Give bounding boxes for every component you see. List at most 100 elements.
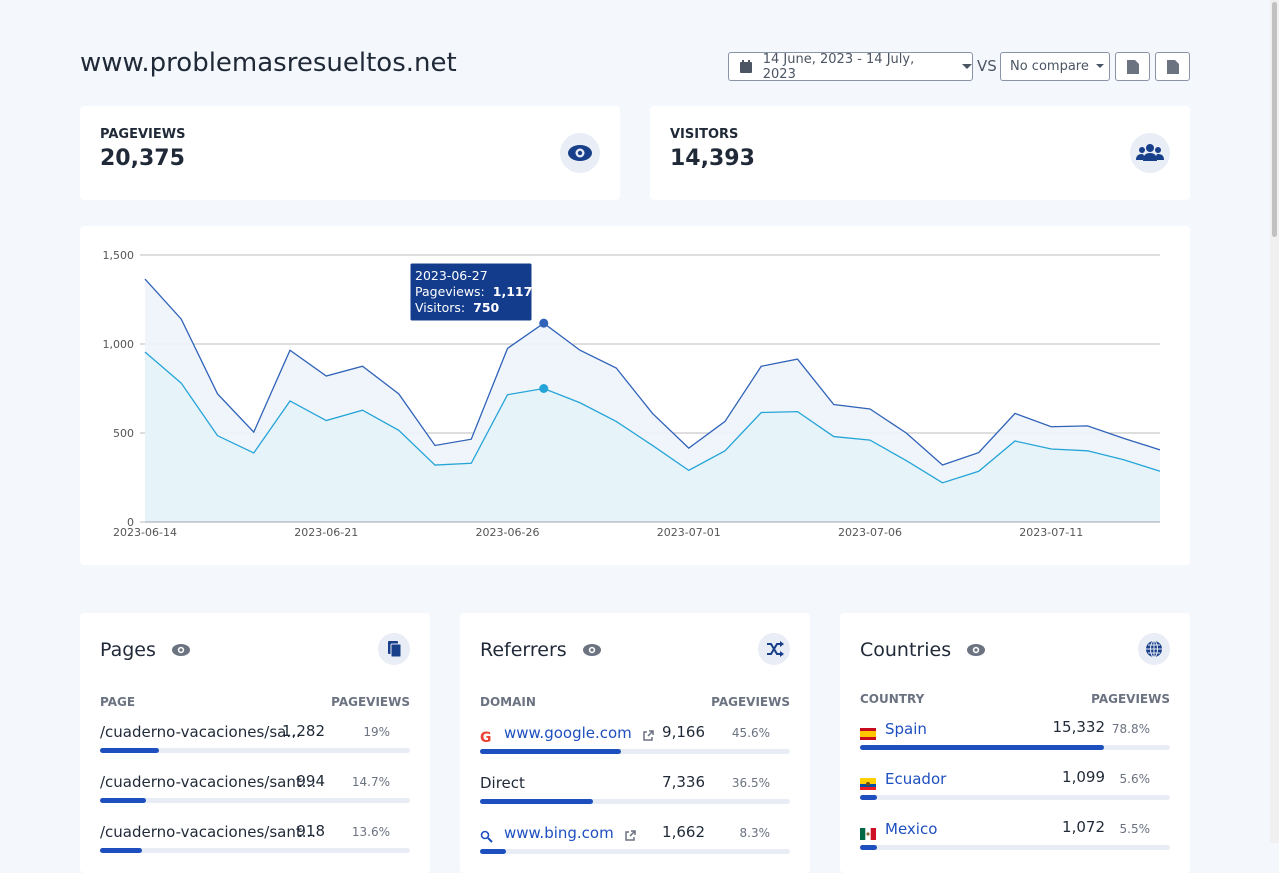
calendar-icon (740, 59, 752, 73)
tooltip-value: 1,117 (493, 284, 533, 299)
tooltip-label: Pageviews: (415, 284, 485, 299)
eye-icon (582, 642, 602, 661)
column-header: COUNTRY (860, 692, 925, 706)
caret (962, 63, 972, 69)
x-tick-label: 2023-06-14 (113, 526, 177, 539)
row-value: 1,072 (1062, 818, 1105, 836)
percent-bar (480, 849, 506, 854)
y-tick-label: 0 (127, 516, 134, 529)
row-link[interactable]: www.google.com (504, 724, 632, 742)
eye-icon (560, 133, 600, 173)
compare-button[interactable]: No compare (1000, 52, 1110, 81)
row-label: /cuaderno-vacaciones/sant... (100, 773, 317, 791)
row-percent: 19% (363, 725, 390, 739)
svg-text:G: G (480, 730, 492, 744)
row-label: /cuaderno-vacaciones/sa... (100, 723, 301, 741)
percent-bar (860, 745, 1105, 750)
row-label: /cuaderno-vacaciones/sant... (100, 823, 317, 841)
row-icon (480, 829, 494, 848)
file-icon (1126, 59, 1139, 74)
row-percent: 45.6% (731, 726, 770, 740)
column-header: PAGEVIEWS (711, 695, 790, 709)
row-percent: 5.5% (1119, 822, 1151, 836)
series-line (144, 278, 1161, 466)
stat-label: PAGEVIEWS (100, 127, 186, 142)
date-range: 14 June, 2023 - 14 July, 2023 (762, 51, 915, 82)
y-tick-label: 1,000 (103, 338, 135, 351)
panel-icon (1138, 633, 1170, 665)
site-title: www.problemasresueltos.net (80, 48, 457, 78)
percent-bar (860, 845, 878, 850)
series-line (144, 351, 1161, 484)
bar-track (100, 848, 410, 853)
chart: 0 500 1,000 1,500 2023-06-14 2023-06-21 2023-0… (103, 249, 1161, 539)
y-tick-label: 500 (113, 427, 134, 440)
row-link[interactable]: Mexico (885, 820, 938, 838)
x-tick-label: 2023-07-06 (838, 526, 902, 539)
pdf-button[interactable] (1155, 52, 1190, 81)
bar-track (480, 749, 790, 754)
bar-track (860, 795, 1170, 800)
row-percent: 78.8% (1111, 722, 1150, 736)
series-area (145, 352, 1160, 522)
csv-button[interactable] (1115, 52, 1150, 81)
row-icon: G (480, 729, 494, 748)
stat-value: 20,375 (100, 146, 185, 171)
column-header: PAGE (100, 695, 136, 709)
row-link[interactable]: Ecuador (885, 770, 947, 788)
y-tick-label: 1,500 (103, 249, 135, 262)
tooltip-label: Visitors: (415, 300, 465, 315)
row-value: 1,099 (1062, 768, 1105, 786)
panel-title: Referrers (480, 639, 567, 661)
bar-track (100, 748, 410, 753)
row-link[interactable]: www.bing.com (504, 824, 614, 842)
column-header: PAGEVIEWS (331, 695, 410, 709)
x-tick-label: 2023-07-11 (1019, 526, 1083, 539)
percent-bar (480, 749, 622, 754)
column-header: PAGEVIEWS (1091, 692, 1170, 706)
x-tick-label: 2023-06-21 (294, 526, 358, 539)
panel-card: Countries COUNTRY PAGEVIEWS Spain 15,332 78.8… (840, 613, 1190, 873)
bar-track (480, 799, 790, 804)
eye-icon (966, 642, 986, 661)
row-value: 1,662 (662, 823, 705, 841)
hover-point (539, 384, 549, 393)
row-icon (860, 775, 876, 794)
row-link[interactable]: Spain (885, 720, 927, 738)
tooltip-date: 2023-06-27 (415, 268, 488, 283)
row-value: 7,336 (662, 773, 705, 791)
date-range-button[interactable]: 14 June, 2023 - 14 July, 2023 (728, 51, 973, 82)
row-value: 918 (296, 822, 325, 840)
panel-icon (378, 633, 410, 665)
eye-icon (171, 642, 191, 661)
row-value: 994 (296, 772, 325, 790)
external-link-icon (642, 727, 654, 746)
percent-bar (100, 798, 146, 803)
percent-bar (100, 748, 159, 753)
row-value: 9,166 (662, 723, 705, 741)
bar-track (860, 845, 1170, 850)
panel-title: Countries (860, 639, 952, 661)
panel-title: Pages (100, 639, 156, 661)
percent-bar (860, 795, 878, 800)
column-header: DOMAIN (480, 695, 536, 709)
row-icon (860, 825, 876, 844)
row-percent: 36.5% (731, 776, 770, 790)
vs-label: VS (977, 57, 997, 75)
x-tick-label: 2023-06-26 (476, 526, 540, 539)
row-value: 1,282 (282, 722, 325, 740)
bar-track (480, 849, 790, 854)
row-percent: 5.6% (1119, 772, 1151, 786)
compare-label: No compare (1010, 59, 1089, 74)
stat-card: PAGEVIEWS 20,375 (80, 106, 620, 200)
row-percent: 13.6% (351, 825, 390, 839)
stat-label: VISITORS (670, 127, 739, 142)
tooltip (409, 262, 533, 322)
external-link-icon (624, 827, 636, 846)
x-tick-label: 2023-07-01 (657, 526, 721, 539)
percent-bar (480, 799, 594, 804)
scrollbar[interactable] (1270, 0, 1279, 843)
bar-track (100, 798, 410, 803)
row-icon (860, 725, 876, 744)
